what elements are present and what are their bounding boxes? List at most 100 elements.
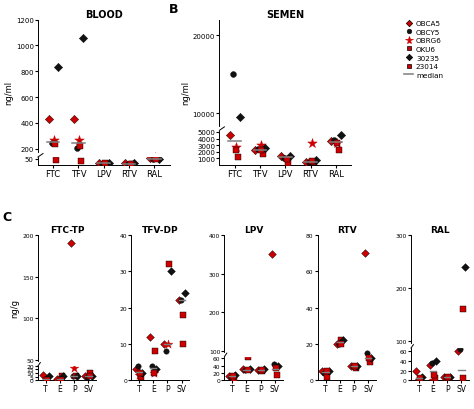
Point: [95, 160, 103, 167]
Point: [323, 373, 331, 380]
Point: [232, 372, 239, 378]
Title: SEMEN: SEMEN: [266, 10, 304, 20]
Point: [349, 363, 356, 369]
Text: B: B: [169, 3, 179, 16]
Point: [148, 363, 156, 369]
Point: [146, 334, 154, 340]
Point: [101, 160, 109, 167]
Point: [447, 374, 454, 381]
Point: [150, 370, 157, 376]
Point: [334, 140, 341, 146]
Point: [363, 350, 371, 356]
Point: [124, 161, 131, 168]
Point: [58, 373, 65, 379]
Point: [127, 161, 135, 167]
Point: [163, 348, 170, 355]
Point: [459, 306, 466, 313]
Point: [429, 377, 437, 383]
Point: [55, 377, 63, 383]
Point: [254, 367, 261, 373]
Point: [320, 370, 328, 376]
Point: [228, 374, 235, 381]
Point: [273, 372, 281, 378]
Title: BLOOD: BLOOD: [85, 10, 123, 20]
Point: [161, 341, 168, 347]
Point: [80, 35, 87, 42]
Point: [165, 261, 173, 267]
Point: [180, 341, 187, 347]
Point: [366, 359, 374, 366]
Point: [257, 142, 264, 149]
Point: [347, 363, 355, 369]
Point: [365, 355, 373, 362]
Point: [418, 374, 426, 380]
Point: [137, 373, 145, 380]
Point: [328, 139, 335, 145]
Point: [339, 337, 346, 344]
Point: [352, 364, 359, 371]
Point: [242, 367, 249, 373]
Point: [268, 251, 275, 258]
Point: [236, 115, 244, 121]
Point: [455, 348, 462, 355]
Point: [426, 362, 434, 368]
Point: [121, 161, 128, 167]
Point: [76, 138, 83, 144]
Point: [283, 156, 291, 163]
Point: [440, 374, 448, 380]
Point: [459, 375, 467, 381]
Point: [280, 155, 287, 162]
Point: [308, 141, 315, 147]
Point: [45, 117, 52, 123]
Point: [461, 264, 468, 270]
Point: [319, 368, 326, 375]
Y-axis label: ng/ml: ng/ml: [4, 81, 13, 105]
Point: [442, 374, 450, 381]
Point: [167, 268, 174, 275]
Point: [330, 137, 338, 144]
Point: [130, 160, 138, 167]
Point: [52, 158, 60, 164]
Point: [308, 159, 316, 165]
Point: [258, 367, 265, 373]
Title: LPV: LPV: [244, 225, 263, 234]
Point: [179, 312, 187, 318]
Point: [246, 366, 254, 373]
Point: [105, 160, 113, 167]
Point: [50, 138, 58, 144]
Point: [88, 373, 95, 380]
Point: [256, 367, 264, 373]
Point: [351, 363, 359, 369]
Point: [151, 370, 158, 376]
Point: [69, 373, 77, 379]
Y-axis label: ng/g: ng/g: [10, 298, 19, 317]
Point: [229, 373, 237, 379]
Point: [76, 144, 84, 150]
Point: [445, 375, 453, 381]
Point: [152, 156, 160, 162]
Point: [42, 376, 50, 382]
Point: [274, 363, 282, 369]
Point: [175, 297, 182, 304]
Point: [245, 353, 252, 360]
Text: C: C: [2, 211, 11, 224]
Title: TFV-DP: TFV-DP: [142, 225, 179, 234]
Point: [416, 375, 424, 381]
Point: [56, 377, 64, 383]
Point: [430, 372, 438, 379]
Point: [151, 348, 159, 355]
Point: [71, 364, 78, 371]
Point: [72, 373, 80, 379]
Point: [51, 141, 58, 148]
Point: [335, 147, 343, 154]
Point: [73, 145, 81, 151]
Point: [444, 375, 451, 381]
Point: [146, 156, 154, 162]
Point: [367, 355, 375, 362]
Point: [57, 376, 65, 383]
Point: [337, 132, 345, 139]
Point: [43, 376, 51, 383]
Point: [226, 133, 234, 139]
Point: [152, 154, 159, 161]
Point: [138, 370, 146, 376]
